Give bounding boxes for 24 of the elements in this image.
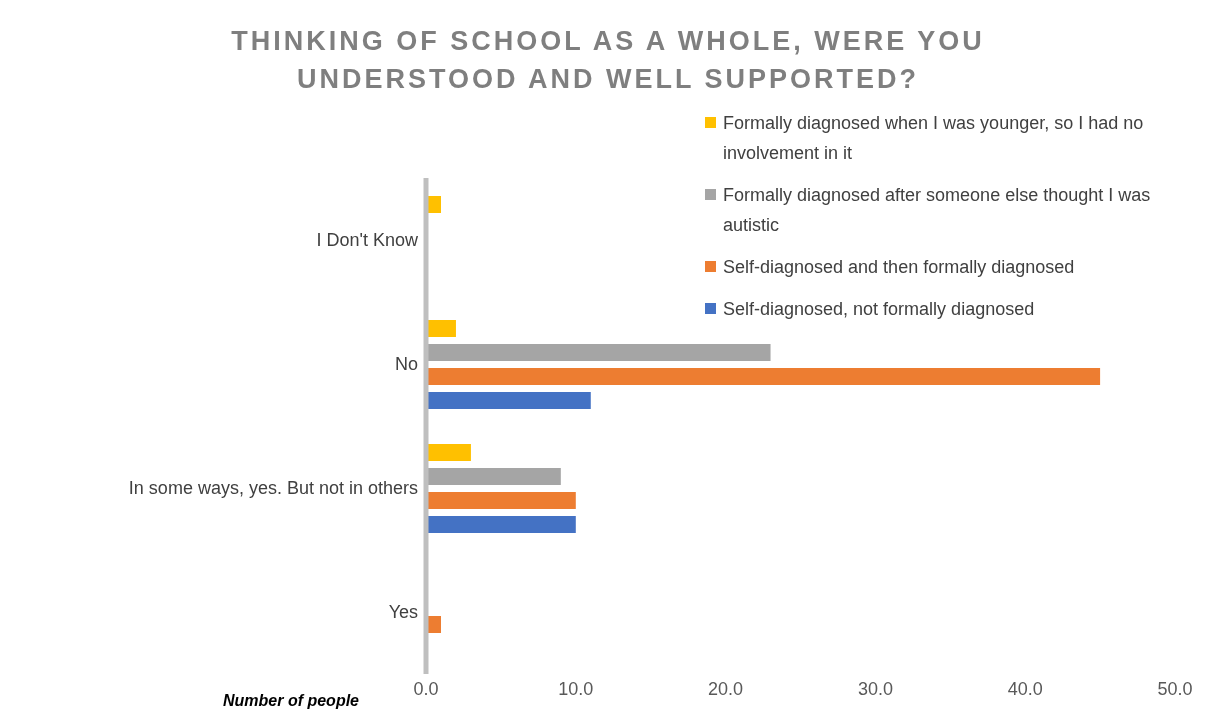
- legend-label: Self-diagnosed, not formally diagnosed: [723, 298, 1035, 321]
- x-tick-label: 40.0: [1007, 678, 1043, 699]
- x-tick-label: 50.0: [1157, 678, 1193, 699]
- x-tick-label: 20.0: [708, 678, 744, 699]
- bar: [426, 468, 561, 485]
- x-tick-label: 30.0: [857, 678, 893, 699]
- x-tick-label: 10.0: [558, 678, 594, 699]
- legend-label: Formally diagnosed after someone else thought I was autistic: [723, 184, 1152, 237]
- y-tick-label: I Don't Know: [316, 230, 419, 251]
- bar: [426, 368, 1101, 385]
- x-tick-label: 0.0: [413, 678, 439, 699]
- chart-title: THINKING OF SCHOOL AS A WHOLE, WERE YOU UNDERSTOOD AND WELL SUPPORTED?: [230, 25, 986, 96]
- legend-label: Self-diagnosed and then formally diagnosed: [723, 256, 1075, 279]
- x-axis-title: Number of people: [223, 692, 360, 710]
- y-tick-label: No: [394, 354, 418, 375]
- bar: [426, 344, 771, 361]
- bar: [426, 392, 591, 409]
- y-tick-label: In some ways, yes. But not in others: [128, 478, 418, 499]
- bar: [426, 492, 576, 509]
- legend-label: Formally diagnosed when I was younger, so I had no involvement in it: [723, 112, 1145, 165]
- y-tick-label: Yes: [388, 602, 418, 623]
- bar: [426, 516, 576, 533]
- bar: [426, 320, 456, 337]
- bar: [426, 444, 471, 461]
